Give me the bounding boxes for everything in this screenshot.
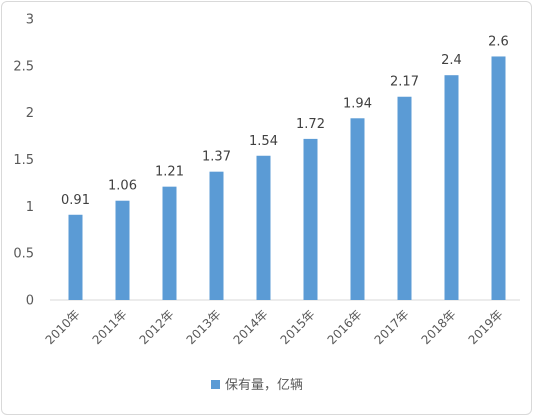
bar [444, 75, 459, 300]
x-tick-label: 2011年 [90, 307, 130, 347]
x-tick-label: 2019年 [466, 307, 506, 347]
x-tick-label: 2014年 [231, 307, 271, 347]
x-tick-label: 2010年 [43, 307, 83, 347]
data-label: 2.4 [441, 53, 462, 68]
x-tick-label: 2013年 [184, 307, 224, 347]
y-tick-label: 1.5 [13, 153, 34, 168]
data-label: 1.06 [108, 179, 137, 194]
y-tick-label: 0.5 [13, 247, 34, 262]
x-axis: 2010年 2011年 2012年 2013年 2014年 2015年 2016年 2017年… [43, 307, 506, 347]
bar [209, 171, 224, 300]
y-tick-label: 1 [26, 200, 34, 215]
legend: 保有量，亿辆 [211, 378, 303, 393]
legend-label: 保有量，亿辆 [225, 378, 303, 393]
data-label: 1.72 [296, 117, 325, 132]
data-label: 1.54 [249, 134, 278, 149]
x-tick-label: 2017年 [372, 307, 412, 347]
bar [256, 155, 271, 300]
data-label: 2.17 [390, 75, 419, 90]
bar [162, 186, 177, 300]
bar [491, 56, 506, 300]
bar [350, 118, 365, 300]
bar [115, 200, 130, 300]
x-tick-label: 2016年 [325, 307, 365, 347]
data-label: 1.94 [343, 96, 372, 111]
legend-swatch [211, 380, 220, 389]
data-label: 1.37 [202, 150, 231, 165]
y-axis: 0 0.5 1 1.5 2 2.5 3 [13, 13, 34, 309]
data-label: 0.91 [61, 193, 90, 208]
bar [68, 214, 83, 300]
bar [303, 138, 318, 300]
y-tick-label: 3 [26, 13, 34, 28]
x-tick-label: 2018年 [419, 307, 459, 347]
x-tick-label: 2012年 [137, 307, 177, 347]
x-tick-label: 2015年 [278, 307, 318, 347]
bars [68, 56, 506, 300]
data-labels: 0.91 1.06 1.21 1.37 1.54 1.72 1.94 2.17 2.4 2.6 [61, 34, 509, 207]
data-label: 2.6 [488, 34, 509, 49]
y-tick-label: 0 [26, 294, 34, 309]
data-label: 1.21 [155, 165, 184, 180]
bar [397, 96, 412, 300]
y-tick-label: 2 [26, 106, 34, 121]
y-tick-label: 2.5 [13, 59, 34, 74]
